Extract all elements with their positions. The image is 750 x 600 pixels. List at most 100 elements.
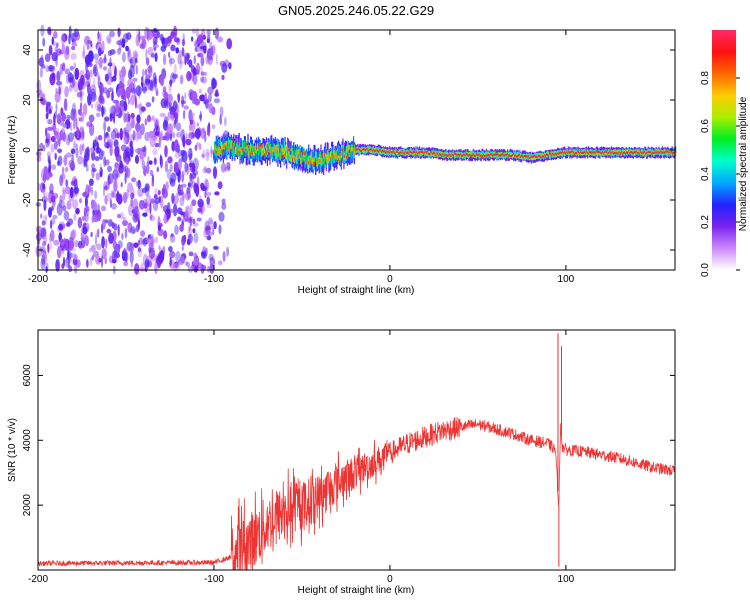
signal-cell xyxy=(426,151,429,156)
signal-cell xyxy=(586,150,588,153)
noise-blob xyxy=(73,213,77,221)
noise-blob xyxy=(187,233,193,244)
signal-cell xyxy=(316,151,318,164)
signal-cell xyxy=(546,153,548,156)
noise-blob xyxy=(72,74,75,88)
signal-cell xyxy=(419,151,421,154)
noise-blob xyxy=(64,86,69,98)
signal-cell xyxy=(615,151,617,154)
signal-cell xyxy=(648,151,650,154)
signal-cell xyxy=(258,146,260,154)
noise-blob xyxy=(99,82,104,95)
signal-cell xyxy=(232,148,234,156)
signal-cell xyxy=(274,152,276,156)
spectrogram-x-tick-label: 100 xyxy=(558,274,575,285)
signal-cell xyxy=(215,150,217,154)
signal-cell xyxy=(508,151,510,156)
noise-blob xyxy=(53,239,60,246)
signal-cell xyxy=(237,149,239,153)
noise-blob xyxy=(64,49,70,60)
colorbar-label: Normalized spectral amplitude xyxy=(738,96,749,231)
signal-cell xyxy=(616,152,619,155)
signal-cell xyxy=(276,148,278,161)
noise-blob xyxy=(206,98,210,110)
signal-cell xyxy=(272,149,274,153)
noise-blob xyxy=(185,138,192,146)
noise-blob xyxy=(197,34,204,45)
noise-blob xyxy=(166,36,171,43)
noise-blob xyxy=(136,104,141,109)
signal-cell xyxy=(251,151,253,155)
noise-blob xyxy=(185,132,188,143)
noise-blob xyxy=(79,85,82,94)
signal-cell xyxy=(281,152,283,156)
signal-cell xyxy=(338,153,341,161)
noise-blob xyxy=(154,262,158,275)
signal-cell xyxy=(458,154,460,157)
signal-cell xyxy=(308,144,310,167)
signal-cell xyxy=(518,154,520,157)
noise-blob xyxy=(142,253,148,267)
noise-blob xyxy=(205,152,211,157)
noise-blob xyxy=(104,185,108,190)
signal-cell xyxy=(547,154,549,157)
noise-blob xyxy=(144,183,150,192)
noise-blob xyxy=(146,114,152,123)
noise-blob xyxy=(160,75,165,87)
signal-cell xyxy=(557,152,559,155)
noise-blob xyxy=(48,159,52,173)
signal-cell xyxy=(302,152,304,156)
signal-cell xyxy=(322,153,324,157)
signal-cell xyxy=(433,152,435,157)
signal-cell xyxy=(280,155,282,159)
noise-blob xyxy=(226,246,230,257)
noise-blob xyxy=(65,256,71,268)
signal-cell xyxy=(272,146,275,154)
signal-cell xyxy=(576,152,578,155)
noise-blob xyxy=(90,84,97,96)
signal-cell xyxy=(614,149,616,154)
noise-blob xyxy=(159,112,166,118)
snr-series xyxy=(37,333,676,571)
signal-cell xyxy=(420,151,422,154)
noise-blob xyxy=(157,215,160,224)
signal-cell xyxy=(244,148,246,156)
noise-blob xyxy=(66,200,72,210)
noise-blob xyxy=(154,142,160,148)
signal-cell xyxy=(378,146,380,153)
signal-cell xyxy=(234,140,236,148)
signal-cell xyxy=(339,153,341,157)
noise-blob xyxy=(58,199,65,209)
noise-blob xyxy=(224,116,227,127)
noise-blob xyxy=(138,237,144,245)
noise-blob xyxy=(104,73,109,82)
signal-cell xyxy=(240,149,242,157)
signal-cell xyxy=(599,151,601,156)
signal-cell xyxy=(455,154,457,159)
signal-cell xyxy=(652,151,654,154)
signal-cell xyxy=(320,157,322,170)
signal-cell xyxy=(432,153,434,156)
noise-blob xyxy=(146,82,149,89)
noise-blob xyxy=(177,170,181,183)
noise-blob xyxy=(179,224,184,232)
signal-cell xyxy=(600,151,602,154)
signal-cell xyxy=(389,152,391,155)
noise-blob xyxy=(35,245,42,257)
signal-cell xyxy=(221,144,224,152)
noise-blob xyxy=(107,50,113,57)
signal-cell xyxy=(225,145,227,149)
signal-cell xyxy=(672,151,674,154)
noise-blob xyxy=(130,226,137,235)
signal-cell xyxy=(228,148,230,152)
signal-cell xyxy=(269,150,271,154)
noise-blob xyxy=(70,148,76,155)
noise-blob xyxy=(200,76,204,83)
signal-cell xyxy=(375,148,378,151)
signal-cell xyxy=(464,154,466,157)
snr-plot-area xyxy=(38,330,675,570)
noise-blob xyxy=(45,138,49,144)
noise-blob xyxy=(45,104,49,113)
noise-blob xyxy=(75,118,78,130)
signal-cell xyxy=(570,150,572,154)
